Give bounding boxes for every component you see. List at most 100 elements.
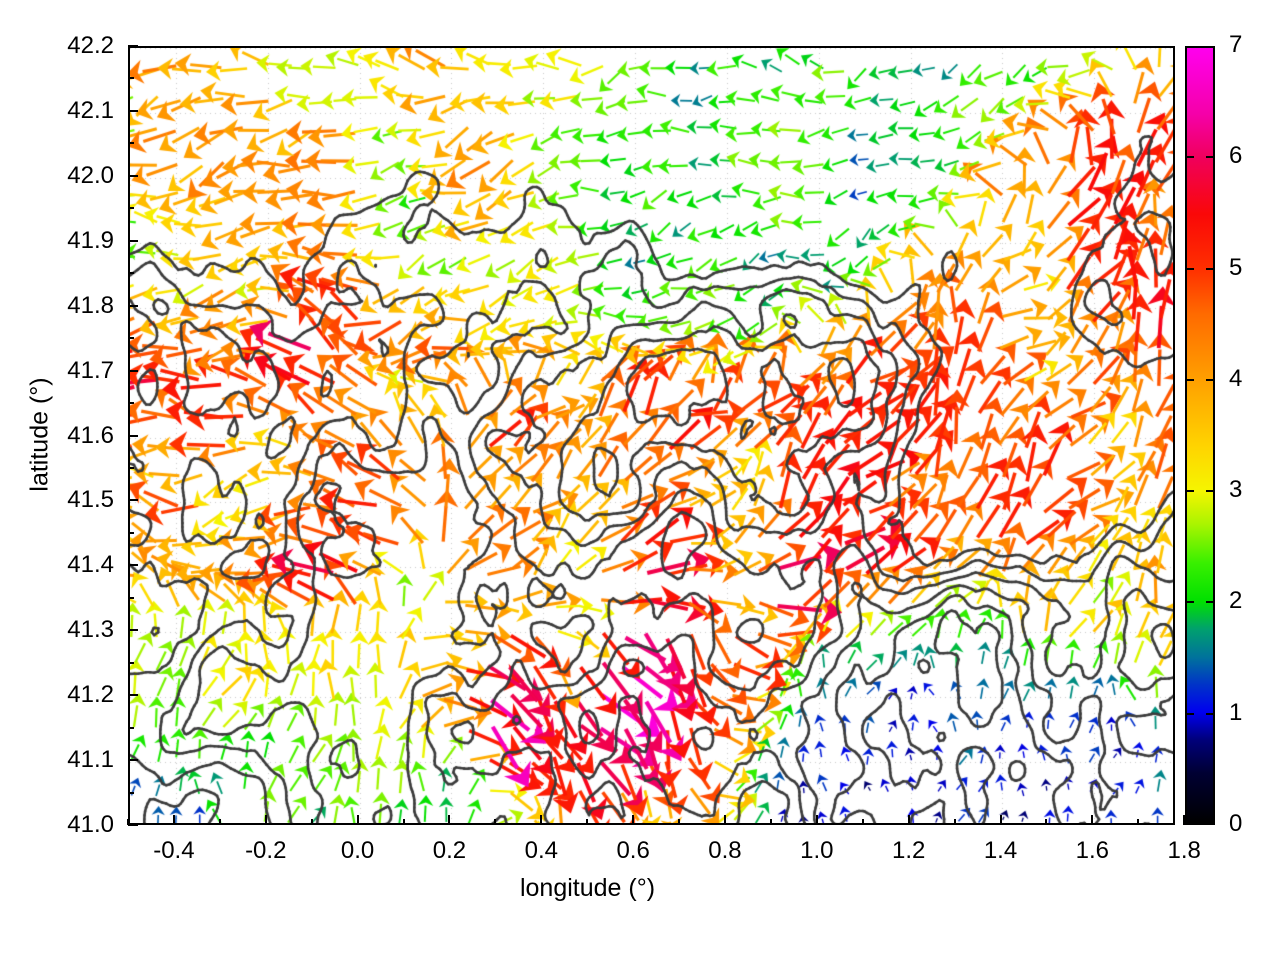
y-tick-major bbox=[128, 369, 138, 372]
x-tick-major bbox=[540, 815, 543, 825]
y-tick-major bbox=[128, 174, 138, 177]
x-tick-minor bbox=[953, 819, 956, 825]
x-tick-major bbox=[264, 815, 267, 825]
y-tick-major bbox=[128, 759, 138, 762]
colorbar-tick-label: 7 bbox=[1229, 31, 1243, 58]
y-tick-minor bbox=[128, 337, 134, 340]
colorbar-tick bbox=[1185, 156, 1194, 159]
y-tick-minor bbox=[128, 466, 134, 469]
x-tick-major bbox=[448, 815, 451, 825]
y-tick-label: 41.0 bbox=[67, 811, 114, 838]
y-tick-minor bbox=[128, 402, 134, 405]
colorbar-tick bbox=[1185, 378, 1194, 381]
x-tick-label: -0.2 bbox=[245, 837, 287, 864]
y-tick-label: 41.5 bbox=[67, 486, 114, 514]
y-tick-major bbox=[128, 45, 138, 47]
y-tick-major bbox=[128, 694, 138, 697]
y-tick-major bbox=[128, 824, 138, 826]
colorbar-tick bbox=[1206, 378, 1215, 381]
x-tick-major bbox=[723, 815, 726, 825]
y-tick-label: 41.7 bbox=[67, 356, 114, 384]
x-tick-major bbox=[907, 815, 910, 825]
x-tick-label: -0.4 bbox=[153, 837, 195, 864]
x-tick-minor bbox=[1137, 819, 1140, 825]
x-tick-major bbox=[999, 815, 1002, 825]
y-tick-label: 42.2 bbox=[67, 32, 114, 59]
x-tick-major bbox=[356, 815, 359, 825]
wind-vector-field bbox=[130, 48, 1173, 823]
colorbar-tick-label: 1 bbox=[1229, 698, 1243, 726]
y-tick-major bbox=[128, 564, 138, 567]
y-tick-major bbox=[128, 109, 138, 112]
y-tick-minor bbox=[128, 596, 134, 599]
y-tick-label: 41.1 bbox=[67, 746, 114, 774]
x-tick-label: 1.4 bbox=[983, 837, 1018, 864]
y-tick-label: 41.9 bbox=[67, 226, 114, 254]
colorbar-tick bbox=[1185, 712, 1194, 715]
y-tick-label: 41.3 bbox=[67, 616, 114, 644]
x-tick-label: 0.6 bbox=[616, 837, 650, 864]
colorbar-tick bbox=[1206, 156, 1215, 159]
x-tick-label: 0.8 bbox=[708, 837, 742, 864]
colorbar-tick-label: 4 bbox=[1229, 364, 1243, 392]
colorbar-tick bbox=[1206, 490, 1215, 493]
y-tick-minor bbox=[128, 142, 134, 145]
x-tick-minor bbox=[402, 819, 405, 825]
colorbar-tick bbox=[1185, 267, 1194, 270]
plot-area bbox=[128, 46, 1175, 825]
colorbar-tick-label: 2 bbox=[1229, 587, 1243, 615]
y-tick-major bbox=[128, 629, 138, 632]
x-tick-minor bbox=[1045, 819, 1048, 825]
x-tick-major bbox=[632, 815, 635, 825]
y-tick-major bbox=[128, 434, 138, 437]
x-tick-label: 0.2 bbox=[432, 837, 467, 864]
x-tick-minor bbox=[861, 819, 864, 825]
y-tick-major bbox=[128, 239, 138, 242]
y-tick-label: 41.6 bbox=[67, 421, 114, 449]
y-tick-label: 42.0 bbox=[67, 161, 114, 189]
colorbar-tick bbox=[1206, 267, 1215, 270]
y-tick-major bbox=[128, 304, 138, 307]
y-tick-label: 42.1 bbox=[67, 96, 114, 124]
x-tick-label: 1.0 bbox=[800, 837, 834, 864]
y-tick-label: 41.2 bbox=[67, 681, 114, 709]
x-tick-label: 0.0 bbox=[340, 837, 375, 864]
y-tick-minor bbox=[128, 791, 134, 794]
x-tick-minor bbox=[310, 819, 313, 825]
colorbar-tick bbox=[1206, 601, 1215, 604]
x-axis-label: longitude (°) bbox=[519, 874, 656, 902]
colorbar-tick-label: 5 bbox=[1229, 253, 1243, 281]
y-tick-major bbox=[128, 499, 138, 502]
colorbar-tick bbox=[1185, 601, 1194, 604]
x-tick-label: 1.6 bbox=[1075, 837, 1110, 864]
x-tick-minor bbox=[127, 819, 129, 825]
x-tick-minor bbox=[494, 819, 497, 825]
x-tick-major bbox=[1091, 815, 1094, 825]
y-tick-minor bbox=[128, 661, 134, 664]
y-tick-minor bbox=[128, 272, 134, 275]
y-tick-minor bbox=[128, 77, 134, 80]
colorbar-tick-label: 0 bbox=[1229, 810, 1243, 837]
x-tick-label: 0.4 bbox=[524, 837, 558, 864]
y-tick-minor bbox=[128, 531, 134, 534]
x-tick-minor bbox=[218, 819, 221, 825]
x-tick-major bbox=[815, 815, 818, 825]
x-tick-label: 1.8 bbox=[1167, 837, 1201, 864]
colorbar-tick-label: 3 bbox=[1229, 476, 1243, 504]
x-tick-minor bbox=[586, 819, 589, 825]
colorbar-tick bbox=[1185, 490, 1194, 493]
y-tick-label: 41.8 bbox=[67, 291, 114, 319]
y-tick-minor bbox=[128, 726, 134, 729]
y-tick-minor bbox=[128, 207, 134, 210]
y-tick-label: 41.4 bbox=[67, 551, 114, 579]
x-tick-major bbox=[172, 815, 175, 825]
x-tick-minor bbox=[678, 819, 681, 825]
x-tick-minor bbox=[769, 819, 772, 825]
x-tick-major bbox=[1183, 815, 1186, 825]
x-tick-label: 1.2 bbox=[891, 837, 926, 864]
colorbar-tick bbox=[1206, 712, 1215, 715]
colorbar-gradient bbox=[1187, 48, 1213, 823]
colorbar bbox=[1185, 46, 1215, 825]
colorbar-tick-label: 6 bbox=[1229, 142, 1243, 170]
